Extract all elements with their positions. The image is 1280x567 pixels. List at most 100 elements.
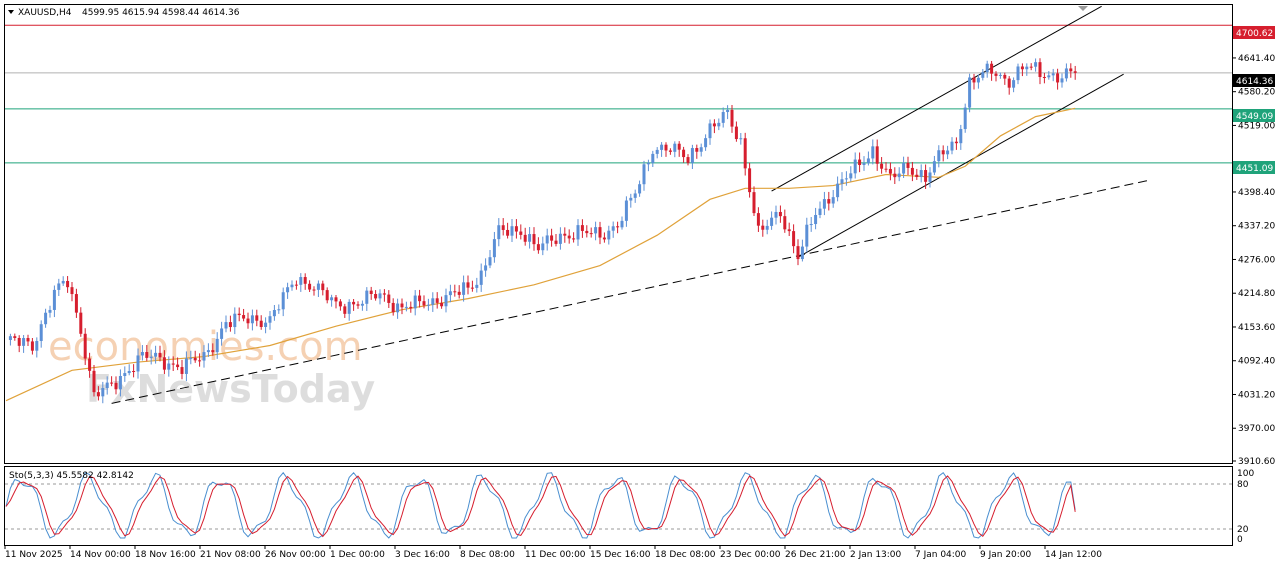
candle-body <box>470 287 474 289</box>
candle-body <box>822 199 826 209</box>
candle-body <box>585 230 589 234</box>
candle <box>413 290 417 316</box>
candle-body <box>906 162 910 168</box>
candle <box>928 167 932 188</box>
candle <box>941 145 945 162</box>
y-tick-label: 3910.60 <box>1238 457 1275 467</box>
candle-body <box>462 282 466 295</box>
candle <box>902 156 906 178</box>
candle-body <box>356 304 360 306</box>
candle-body <box>871 146 875 159</box>
y-tick-label: 3970.00 <box>1238 424 1275 434</box>
stochastic-pane <box>4 466 1233 546</box>
candle <box>871 139 875 165</box>
candle <box>1038 58 1042 85</box>
candle <box>259 315 263 330</box>
candle-body <box>330 297 334 301</box>
candle-body <box>981 72 985 78</box>
candle <box>57 278 61 296</box>
candle-body <box>576 225 580 240</box>
candle <box>8 333 12 346</box>
candle-body <box>444 295 448 307</box>
candle-body <box>937 150 941 162</box>
candle-body <box>730 109 734 127</box>
candle <box>497 218 501 247</box>
candle <box>466 275 470 295</box>
candle <box>396 298 400 319</box>
candle <box>286 282 290 299</box>
candle <box>39 320 43 348</box>
candle-body <box>1073 71 1077 73</box>
candle-body <box>369 290 373 295</box>
candle <box>655 147 659 159</box>
candle <box>66 276 70 293</box>
candle <box>13 333 17 341</box>
support-price-label-1: 4549.09 <box>1233 109 1275 122</box>
candle <box>457 285 461 299</box>
candle-body <box>70 287 74 295</box>
candle <box>189 350 193 365</box>
candle <box>642 160 646 191</box>
candle-body <box>475 284 479 288</box>
candle <box>176 357 180 371</box>
candle-body <box>774 211 778 218</box>
moving-average <box>5 107 1076 402</box>
candle <box>651 150 655 167</box>
candle <box>924 164 928 189</box>
candle <box>387 290 391 308</box>
candle-body <box>325 290 329 301</box>
candle-body <box>30 341 34 351</box>
candle <box>233 307 237 335</box>
candle-body <box>611 226 615 231</box>
candle-body <box>497 225 501 240</box>
candle-body <box>946 150 950 155</box>
candle <box>554 234 558 247</box>
candle-body <box>114 382 118 390</box>
candle <box>61 276 65 286</box>
candle <box>739 132 743 145</box>
candle-body <box>1025 66 1029 70</box>
candle <box>325 287 329 304</box>
stoch-level-20: 20 <box>1237 525 1249 535</box>
candle <box>963 103 967 133</box>
candle <box>721 107 725 128</box>
candle <box>470 280 474 292</box>
candle <box>792 224 796 254</box>
candle-body <box>374 294 378 299</box>
candle <box>915 168 919 180</box>
candle-body <box>1047 75 1051 78</box>
trendlines <box>111 5 1151 404</box>
candle-body <box>171 363 175 365</box>
candle <box>787 222 791 237</box>
candle <box>950 137 954 155</box>
candle <box>536 237 540 254</box>
candle <box>532 227 536 251</box>
candle-body <box>928 172 932 182</box>
candle <box>567 229 571 244</box>
candle-body <box>963 107 967 130</box>
candle <box>858 152 862 173</box>
candle <box>162 350 166 375</box>
candle <box>360 300 364 311</box>
stochastic-lines <box>5 471 1232 539</box>
price-axis: 4641.40 4580.20 4519.00 4398.40 4337.20 4276.… <box>1232 54 1275 467</box>
candle-body <box>347 301 351 314</box>
candle-body <box>189 357 193 359</box>
candle <box>831 189 835 208</box>
chart-shift-marker[interactable] <box>1078 6 1088 11</box>
x-tick-label: 14 Jan 12:00 <box>1045 550 1102 560</box>
candle-body <box>382 293 386 295</box>
candle <box>101 381 105 404</box>
candle-body <box>79 312 83 334</box>
candle <box>462 275 466 302</box>
candle <box>444 288 448 313</box>
candle-body <box>739 138 743 140</box>
candle-body <box>712 123 716 127</box>
candle <box>954 137 958 150</box>
trendline-dashed <box>111 179 1151 404</box>
candle <box>1020 63 1024 77</box>
candle-body <box>343 306 347 314</box>
chevron-down-icon[interactable] <box>8 10 14 14</box>
candle <box>294 280 298 290</box>
